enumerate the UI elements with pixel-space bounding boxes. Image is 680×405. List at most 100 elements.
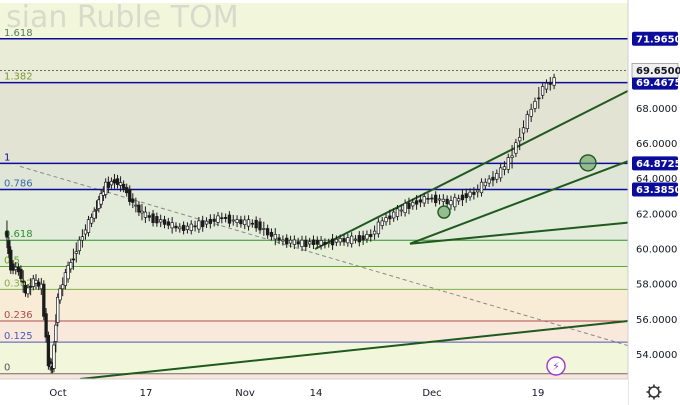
candle-body — [472, 191, 476, 195]
candle-body — [99, 193, 103, 205]
candle-body — [54, 324, 58, 342]
time-tick-label: 14 — [310, 388, 323, 399]
fib-0.786-label: 0.786 — [4, 179, 33, 190]
price-tick-label: 62.0000 — [636, 209, 677, 220]
candle-body — [239, 219, 243, 225]
fib-zone — [0, 163, 628, 190]
price-tick-label: 60.0000 — [636, 244, 677, 255]
candle-body — [315, 239, 319, 245]
candle-body — [131, 198, 135, 203]
candle-body — [479, 181, 484, 194]
candle-body — [204, 220, 209, 225]
fib-zone — [0, 82, 628, 164]
candle-body — [250, 222, 255, 225]
candle-body — [529, 108, 533, 117]
gear-tooth — [648, 386, 652, 390]
candle-body — [304, 239, 308, 247]
candle-body — [193, 225, 197, 228]
candle-body — [243, 219, 247, 226]
candle-body — [31, 278, 35, 287]
current-price-text: 69.6500 — [636, 66, 680, 77]
time-tick-label: Oct — [49, 388, 66, 399]
candle-body — [159, 219, 163, 223]
fib-1-label: 1 — [4, 152, 10, 163]
marker-circle[interactable] — [579, 154, 597, 172]
candle-body — [56, 296, 60, 323]
candle-body — [514, 142, 518, 154]
candle-body — [74, 251, 78, 254]
candle-body — [44, 313, 48, 338]
gear-tooth — [656, 386, 660, 390]
time-axis[interactable] — [0, 379, 628, 405]
candle-body — [92, 210, 96, 219]
time-tick-label: Dec — [422, 388, 441, 399]
price-tick-label: 54.0000 — [636, 350, 677, 361]
candle-body — [540, 86, 545, 96]
candle-body — [334, 238, 339, 243]
trend-line[interactable] — [314, 89, 629, 250]
candle-body — [437, 198, 442, 201]
candle-body — [319, 240, 323, 246]
candle-body — [399, 209, 403, 212]
trend-line[interactable] — [409, 221, 629, 245]
candle-body — [7, 240, 11, 255]
trend-line[interactable] — [409, 160, 629, 245]
candle-body — [61, 284, 65, 290]
candle-body — [109, 180, 114, 186]
candle-body — [254, 219, 258, 229]
fib-1.382-price-tag-text: 69.4675 — [636, 78, 680, 89]
dashed-trend-line[interactable] — [19, 165, 629, 347]
candle-body — [506, 157, 510, 170]
time-tick-label: Nov — [235, 388, 255, 399]
candle-body — [445, 198, 449, 205]
candle-body — [46, 335, 51, 367]
candle-body — [460, 194, 465, 201]
candle-body — [548, 82, 552, 85]
candle-body — [197, 220, 201, 230]
price-axis[interactable] — [628, 0, 680, 405]
candle-body — [262, 228, 266, 230]
candle-body — [430, 197, 434, 200]
fib-1.618-label: 1.618 — [4, 28, 33, 39]
candle-body — [178, 226, 182, 230]
candle-body — [220, 217, 224, 219]
candle-body — [104, 181, 108, 195]
candle-body — [223, 217, 228, 219]
candle-body — [350, 235, 354, 245]
fib-1-price-tag — [632, 156, 678, 171]
candle-body — [491, 176, 495, 181]
candle-body — [510, 155, 514, 158]
fib-0.786-price-tag-text: 63.3850 — [636, 185, 680, 196]
candle-body — [121, 183, 126, 189]
price-tick-label: 64.0000 — [636, 174, 677, 185]
candle-body — [89, 217, 94, 224]
candle-body — [21, 280, 25, 283]
candle-body — [28, 285, 33, 288]
trend-line[interactable] — [79, 320, 629, 380]
candle-body — [14, 266, 18, 270]
fib-zone — [0, 38, 628, 83]
candle-body — [83, 229, 88, 235]
candle-body — [346, 237, 350, 244]
candle-body — [86, 219, 91, 233]
fib-1.382-label: 1.382 — [4, 72, 33, 83]
alert-button[interactable] — [546, 356, 566, 376]
candle-body — [411, 202, 415, 207]
candle-body — [281, 239, 285, 242]
candle-body — [19, 268, 23, 279]
candle-body — [189, 223, 193, 231]
time-tick-label: 17 — [140, 388, 153, 399]
candle-body — [495, 173, 499, 180]
candle-body — [311, 239, 316, 245]
candle-body — [106, 181, 111, 188]
candle-body — [155, 216, 159, 224]
candle-body — [468, 191, 472, 198]
gear-tooth — [648, 394, 652, 398]
candle-body — [66, 265, 70, 280]
candle-body — [388, 215, 392, 220]
fib-zone — [0, 373, 628, 379]
candle-body — [434, 194, 438, 204]
marker-circle[interactable] — [437, 205, 451, 219]
candle-body — [342, 238, 346, 243]
